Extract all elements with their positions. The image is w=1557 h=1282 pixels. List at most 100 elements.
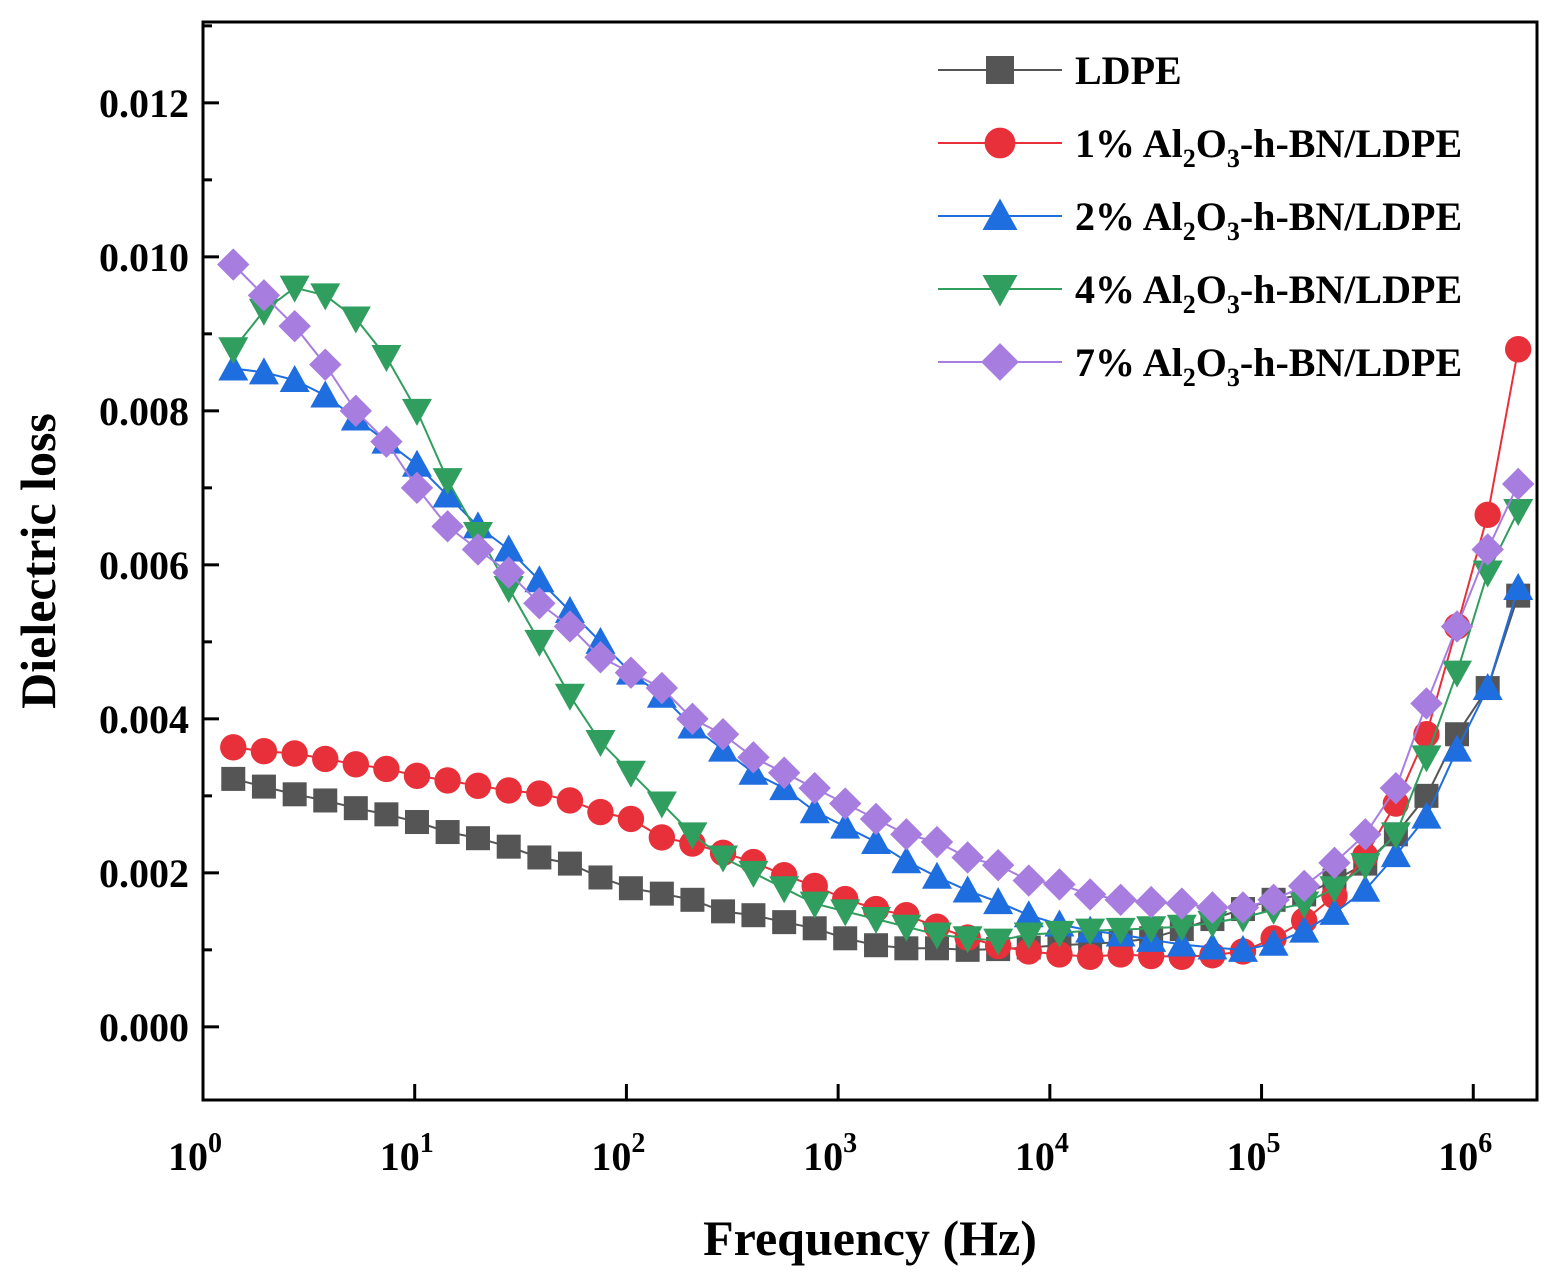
data-point xyxy=(833,926,858,951)
data-point xyxy=(1380,840,1411,868)
data-point xyxy=(556,787,584,814)
legend-item: 1% Al2O3-h-BN/LDPE xyxy=(938,121,1462,173)
data-point xyxy=(310,380,341,408)
data-point xyxy=(1104,883,1137,916)
data-point xyxy=(648,824,676,851)
data-point xyxy=(711,899,736,924)
data-point xyxy=(861,827,892,855)
legend-label: 4% Al2O3-h-BN/LDPE xyxy=(1075,267,1462,319)
data-point xyxy=(585,729,616,757)
data-point xyxy=(251,774,276,799)
data-point xyxy=(1318,846,1351,880)
data-point xyxy=(400,471,434,505)
y-tick-label: 0.008 xyxy=(99,389,189,434)
data-point xyxy=(282,782,307,807)
data-point xyxy=(431,510,464,543)
x-tick-label: 101 xyxy=(380,1128,434,1179)
data-point xyxy=(1073,878,1107,911)
data-point xyxy=(767,756,801,789)
data-point xyxy=(1165,887,1198,920)
data-point xyxy=(309,348,342,381)
data-point xyxy=(830,899,861,927)
y-tick-label: 0.004 xyxy=(99,697,189,742)
data-point xyxy=(496,834,521,859)
data-point xyxy=(706,718,740,751)
data-point xyxy=(312,745,339,773)
data-point xyxy=(1349,818,1382,851)
data-point xyxy=(464,772,492,800)
data-point xyxy=(769,876,800,904)
data-point xyxy=(1503,572,1534,600)
data-point xyxy=(1134,885,1168,919)
data-point xyxy=(921,922,952,950)
data-point xyxy=(371,344,402,372)
data-point xyxy=(1105,917,1136,945)
data-point xyxy=(617,805,645,833)
data-point xyxy=(1319,876,1350,904)
data-point xyxy=(864,933,889,958)
data-point xyxy=(1501,467,1535,501)
data-point xyxy=(524,565,555,593)
series-group xyxy=(217,248,1535,924)
data-point xyxy=(680,887,705,912)
data-point xyxy=(557,851,582,876)
data-point xyxy=(1012,864,1045,897)
data-point xyxy=(676,702,709,736)
data-point xyxy=(1257,883,1290,916)
data-point xyxy=(920,825,954,859)
data-point xyxy=(1197,932,1228,960)
legend-item: 2% Al2O3-h-BN/LDPE xyxy=(938,194,1462,246)
x-tick-label: 102 xyxy=(591,1128,645,1179)
legend-marker xyxy=(984,127,1016,159)
data-point xyxy=(1197,910,1228,938)
data-point xyxy=(1472,673,1503,701)
data-point xyxy=(952,926,983,954)
data-point xyxy=(1136,916,1167,944)
y-tick-label: 0.000 xyxy=(99,1005,189,1050)
data-point xyxy=(1471,533,1504,566)
data-point xyxy=(493,575,524,603)
data-point xyxy=(248,357,279,385)
data-point xyxy=(587,798,614,826)
data-point xyxy=(1015,938,1042,965)
legend-item: 7% Al2O3-h-BN/LDPE xyxy=(938,340,1462,392)
legend-label: 1% Al2O3-h-BN/LDPE xyxy=(1075,121,1462,173)
data-point xyxy=(1442,734,1473,762)
data-point xyxy=(1503,498,1534,526)
data-point xyxy=(1442,660,1473,688)
legend: LDPE 1% Al2O3-h-BN/LDPE 2% Al2O3-h-BN/LDPE… xyxy=(938,48,1462,392)
data-point xyxy=(492,556,525,589)
data-point xyxy=(278,309,311,343)
data-point xyxy=(738,860,769,888)
data-point xyxy=(247,279,281,312)
data-point xyxy=(279,275,310,303)
legend-label: LDPE xyxy=(1075,48,1182,93)
data-point xyxy=(1287,869,1321,903)
x-tick-label: 105 xyxy=(1227,1128,1281,1179)
data-point xyxy=(1076,943,1104,970)
data-point xyxy=(1166,929,1197,957)
x-tick-label: 100 xyxy=(168,1128,222,1179)
data-point xyxy=(465,826,490,851)
data-point xyxy=(524,629,555,657)
data-point xyxy=(495,777,522,804)
data-point xyxy=(339,394,373,428)
x-tick-label: 106 xyxy=(1438,1128,1492,1179)
legend-item: 4% Al2O3-h-BN/LDPE xyxy=(938,267,1462,319)
axes: 0.000 0.002 0.004 0.006 0.008 0.010 0.012 100 10… xyxy=(99,24,1492,1179)
data-point xyxy=(830,811,861,839)
data-point xyxy=(1166,914,1197,942)
data-point xyxy=(615,760,646,788)
data-point xyxy=(1075,918,1106,946)
data-point xyxy=(435,820,460,845)
data-point xyxy=(645,671,679,705)
data-point xyxy=(220,734,247,761)
data-point xyxy=(1350,853,1381,881)
data-point xyxy=(588,865,613,890)
data-point xyxy=(401,398,432,426)
data-point xyxy=(1044,920,1075,948)
data-point xyxy=(493,534,524,562)
data-point xyxy=(772,910,797,935)
data-point xyxy=(1013,922,1044,950)
